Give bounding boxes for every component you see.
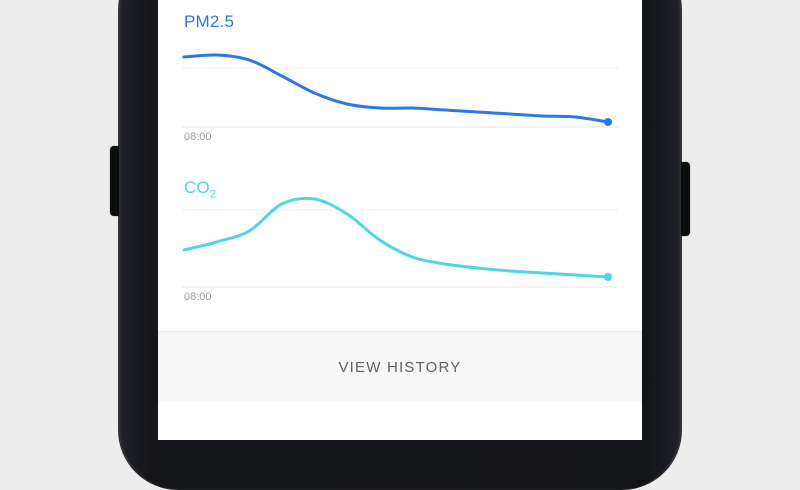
volume-button — [110, 146, 119, 216]
co2-line-chart — [182, 196, 618, 288]
pm25-chart-title: PM2.5 — [184, 12, 235, 31]
pm25-x-tick-label: 08:00 — [184, 131, 212, 143]
chart-endpoint-dot — [604, 118, 612, 126]
background: PM2.5 08:00 CO2 08:00 VIEW HISTORY — [110, 0, 690, 490]
view-history-label: VIEW HISTORY — [338, 358, 462, 376]
pm25-line-chart — [182, 53, 618, 128]
co2-chart-title: CO2 — [184, 178, 217, 201]
chart-endpoint-dot — [604, 273, 612, 281]
chart-line — [182, 196, 610, 279]
app-screen: PM2.5 08:00 CO2 08:00 VIEW HISTORY — [158, 0, 642, 440]
power-button — [681, 162, 690, 236]
chart-line — [182, 53, 610, 124]
view-history-button[interactable]: VIEW HISTORY — [158, 331, 642, 403]
co2-x-tick-label: 08:00 — [184, 291, 212, 303]
next-card — [158, 402, 642, 440]
